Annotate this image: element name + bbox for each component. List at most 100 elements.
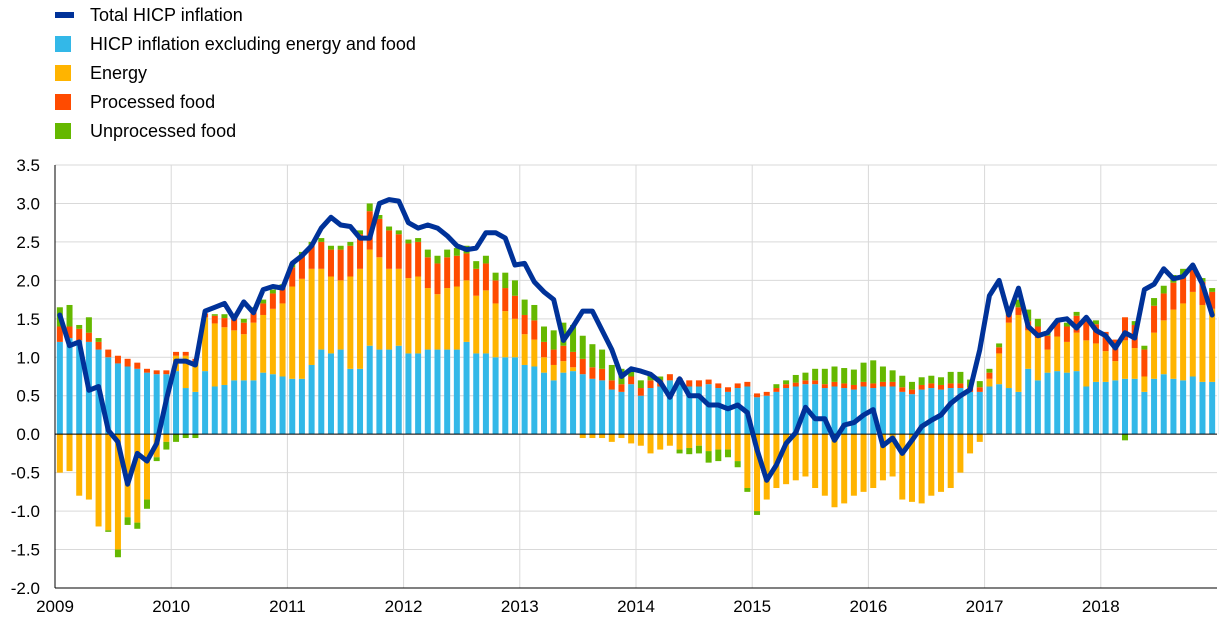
bar-segment-processed-food bbox=[938, 384, 945, 390]
bar-segment-hicp-inflation-excluding-energy-and-food bbox=[1199, 381, 1206, 435]
bar-segment-hicp-inflation-excluding-energy-and-food bbox=[415, 353, 422, 435]
bar-segment-energy bbox=[879, 434, 886, 481]
bar-segment-unprocessed-food bbox=[134, 522, 141, 529]
bar-segment-hicp-inflation-excluding-energy-and-food bbox=[502, 357, 509, 435]
bar-segment-hicp-inflation-excluding-energy-and-food bbox=[860, 386, 867, 435]
bar-segment-hicp-inflation-excluding-energy-and-food bbox=[879, 386, 886, 435]
bar-segment-unprocessed-food bbox=[715, 449, 722, 462]
bar-segment-energy bbox=[812, 434, 819, 489]
x-tick-label: 2014 bbox=[617, 597, 655, 616]
bar-segment-energy bbox=[657, 434, 664, 450]
bar-segment-processed-food bbox=[1073, 315, 1080, 333]
bar-segment-hicp-inflation-excluding-energy-and-food bbox=[850, 389, 857, 435]
bar-segment-energy bbox=[550, 364, 557, 381]
total-hicp-inflation-line bbox=[57, 197, 1215, 487]
bar-segment-hicp-inflation-excluding-energy-and-food bbox=[1112, 380, 1119, 435]
bar-segment-energy bbox=[269, 308, 276, 375]
bar-segment-energy bbox=[357, 268, 364, 369]
bar-segment-hicp-inflation-excluding-energy-and-food bbox=[279, 376, 286, 435]
y-tick-label: 3.5 bbox=[16, 156, 40, 175]
bar-segment-processed-food bbox=[114, 355, 121, 364]
bar-segment-hicp-inflation-excluding-energy-and-food bbox=[192, 391, 199, 435]
bar-segment-unprocessed-food bbox=[114, 549, 121, 558]
bar-segment-unprocessed-food bbox=[1092, 320, 1099, 325]
bar-segment-processed-food bbox=[434, 263, 441, 295]
bar-segment-unprocessed-food bbox=[754, 511, 761, 515]
bar-segment-energy bbox=[715, 434, 722, 450]
bar-segment-unprocessed-food bbox=[976, 381, 983, 388]
legend-item-core-hicp[interactable]: HICP inflation excluding energy and food bbox=[55, 29, 416, 58]
bar-segment-unprocessed-food bbox=[453, 248, 460, 256]
bar-segment-unprocessed-food bbox=[1025, 309, 1032, 322]
legend-swatch-icon bbox=[55, 35, 71, 52]
bar-segment-energy bbox=[579, 434, 586, 439]
bar-segment-unprocessed-food bbox=[773, 384, 780, 389]
x-tick-label: 2012 bbox=[385, 597, 423, 616]
bar-segment-energy bbox=[143, 434, 150, 500]
bar-segment-energy bbox=[502, 311, 509, 358]
bar-segment-hicp-inflation-excluding-energy-and-food bbox=[608, 389, 615, 435]
bar-segment-hicp-inflation-excluding-energy-and-food bbox=[463, 341, 470, 435]
bar-segment-hicp-inflation-excluding-energy-and-food bbox=[773, 391, 780, 435]
bar-segment-processed-food bbox=[957, 383, 964, 389]
bar-segment-energy bbox=[337, 280, 344, 350]
legend-item-total-hicp[interactable]: Total HICP inflation bbox=[55, 0, 416, 29]
bar-segment-energy bbox=[589, 434, 596, 439]
bar-segment-energy bbox=[1083, 340, 1090, 387]
bar-segment-unprocessed-food bbox=[1063, 322, 1070, 327]
bar-segment-processed-food bbox=[831, 381, 838, 387]
bar-segment-hicp-inflation-excluding-energy-and-food bbox=[337, 349, 344, 435]
bar-segment-hicp-inflation-excluding-energy-and-food bbox=[676, 384, 683, 435]
bar-segment-energy bbox=[763, 434, 770, 500]
bar-segment-hicp-inflation-excluding-energy-and-food bbox=[269, 374, 276, 435]
bar-segment-processed-food bbox=[105, 349, 112, 358]
bar-segment-unprocessed-food bbox=[318, 238, 325, 242]
bar-segment-hicp-inflation-excluding-energy-and-food bbox=[589, 378, 596, 435]
bar-segment-hicp-inflation-excluding-energy-and-food bbox=[1054, 371, 1061, 435]
y-tick-label: 2.0 bbox=[16, 271, 40, 290]
bar-segment-hicp-inflation-excluding-energy-and-food bbox=[560, 372, 567, 435]
bar-segment-hicp-inflation-excluding-energy-and-food bbox=[386, 349, 393, 435]
y-axis-labels: 3.5 3.0 2.5 2.0 1.5 1.0 0.5 0.0 -0.5 -1.0 -1.5 -2.0 bbox=[11, 156, 40, 598]
bar-segment-processed-food bbox=[424, 257, 431, 289]
bar-segment-hicp-inflation-excluding-energy-and-food bbox=[908, 394, 915, 435]
bar-segment-energy bbox=[327, 276, 334, 354]
bar-segment-hicp-inflation-excluding-energy-and-food bbox=[318, 349, 325, 435]
bar-segment-processed-food bbox=[221, 318, 228, 328]
bar-segment-hicp-inflation-excluding-energy-and-food bbox=[889, 386, 896, 435]
legend-item-processed-food[interactable]: Processed food bbox=[55, 87, 416, 116]
legend-item-unprocessed-food[interactable]: Unprocessed food bbox=[55, 116, 416, 145]
legend-item-energy[interactable]: Energy bbox=[55, 58, 416, 87]
bar-segment-processed-food bbox=[153, 370, 160, 375]
bar-segment-processed-food bbox=[502, 288, 509, 312]
bar-segment-processed-food bbox=[1122, 317, 1129, 341]
bar-segment-energy bbox=[134, 434, 141, 523]
bar-segment-hicp-inflation-excluding-energy-and-food bbox=[695, 386, 702, 435]
bar-segment-processed-food bbox=[744, 381, 751, 387]
legend-swatch-icon bbox=[55, 93, 71, 110]
bar-segment-energy bbox=[1034, 338, 1041, 381]
bar-segment-hicp-inflation-excluding-energy-and-food bbox=[143, 372, 150, 435]
bar-segment-hicp-inflation-excluding-energy-and-food bbox=[724, 391, 731, 435]
bar-segment-hicp-inflation-excluding-energy-and-food bbox=[1034, 380, 1041, 435]
bar-segment-processed-food bbox=[724, 387, 731, 392]
bar-segment-processed-food bbox=[879, 381, 886, 387]
bar-segment-hicp-inflation-excluding-energy-and-food bbox=[841, 388, 848, 435]
bar-segment-energy bbox=[444, 288, 451, 350]
bar-segment-processed-food bbox=[715, 383, 722, 389]
y-tick-label: 1.5 bbox=[16, 310, 40, 329]
bar-segment-unprocessed-food bbox=[376, 214, 383, 219]
bar-segment-hicp-inflation-excluding-energy-and-food bbox=[899, 391, 906, 435]
bar-segment-unprocessed-food bbox=[357, 230, 364, 235]
bar-segment-energy bbox=[705, 434, 712, 452]
bar-segment-unprocessed-food bbox=[1209, 288, 1216, 292]
bar-segment-unprocessed-food bbox=[579, 335, 586, 359]
bar-segment-processed-food bbox=[996, 347, 1003, 354]
bar-segment-energy bbox=[860, 434, 867, 492]
bar-segment-energy bbox=[463, 280, 470, 342]
bar-segment-unprocessed-food bbox=[153, 457, 160, 462]
total-hicp-line bbox=[57, 197, 1215, 487]
bar-segment-hicp-inflation-excluding-energy-and-food bbox=[250, 380, 257, 435]
bar-segment-unprocessed-food bbox=[66, 304, 73, 327]
bar-segment-hicp-inflation-excluding-energy-and-food bbox=[570, 371, 577, 435]
